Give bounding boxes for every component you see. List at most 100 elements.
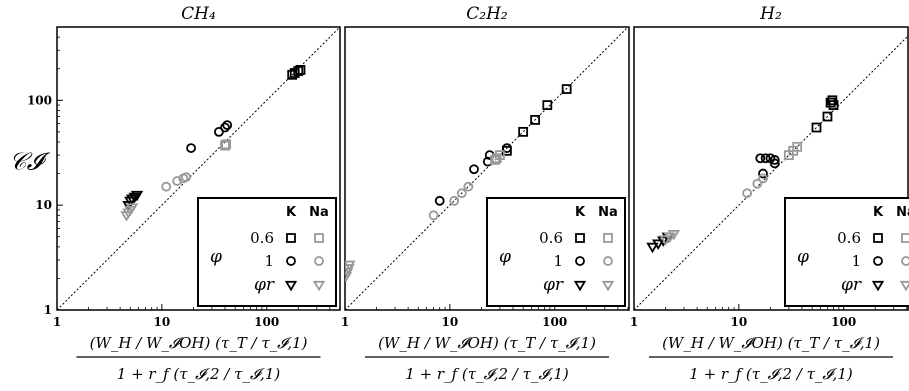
legend-col-na: Na — [598, 205, 618, 220]
data-point — [220, 122, 230, 133]
data-point — [530, 115, 540, 125]
data-point — [752, 178, 763, 189]
data-point — [222, 120, 233, 130]
panel-title: C₂H₂ — [466, 4, 508, 24]
panel-1: 1 10 100 1 10 100 CH₄ K Na φ 0.6 1 φr (W_H / W_𝓘OH) (… — [27, 4, 341, 383]
data-point — [161, 181, 172, 192]
data-point — [220, 140, 230, 151]
legend: K Na φ 0.6 1 φr — [784, 197, 909, 307]
data-point — [828, 100, 839, 110]
square-icon — [314, 233, 324, 243]
data-point — [659, 235, 672, 246]
legend-col-k: K — [873, 205, 884, 220]
square-icon — [286, 233, 296, 243]
reference-line — [345, 27, 629, 310]
data-point — [667, 229, 681, 241]
triangle-down-icon — [284, 280, 298, 292]
legend-row-label: 1 — [851, 252, 861, 270]
x-tick-label: 1 — [630, 315, 638, 329]
data-point — [502, 143, 512, 153]
y-tick-label: 100 — [27, 93, 52, 107]
circle-icon — [286, 256, 296, 266]
plot-frame — [344, 26, 630, 311]
legend-row-label: 1 — [264, 252, 274, 270]
x-axis-label-numerator: (W_H / W_𝓘OH) (τ_T / τ_𝓘,1) — [378, 334, 596, 352]
data-point — [769, 158, 780, 169]
reference-line — [57, 27, 340, 310]
legend-frame — [486, 197, 626, 307]
data-point — [792, 141, 803, 152]
x-axis-label-denominator: 1 + r_f (τ_𝓘,2 / τ_𝓘,1) — [117, 365, 281, 383]
x-tick-label: 10 — [731, 315, 748, 329]
legend-frame — [197, 197, 337, 307]
triangle-down-icon — [312, 280, 326, 292]
square-icon — [575, 233, 585, 243]
triangle-down-icon — [899, 280, 909, 292]
circle-icon — [314, 256, 324, 266]
x-axis-label-numerator: (W_H / W_𝓘OH) (τ_T / τ_𝓘,1) — [662, 334, 880, 352]
x-tick-label: 10 — [154, 315, 171, 329]
legend-col-na: Na — [896, 205, 909, 220]
data-point — [469, 164, 479, 175]
data-point — [449, 195, 460, 206]
plot-frame — [56, 26, 341, 311]
x-axis-label-denominator: 1 + r_f (τ_𝓘,2 / τ_𝓘,1) — [405, 365, 569, 383]
x-tick-label: 10 — [442, 315, 459, 329]
legend-frame — [784, 197, 909, 307]
data-point — [646, 242, 659, 254]
data-point — [760, 153, 771, 164]
legend-row-label: φr — [254, 275, 275, 295]
reference-line — [634, 35, 908, 310]
data-point — [295, 64, 306, 75]
circle-icon — [901, 256, 909, 266]
data-point — [345, 260, 356, 272]
legend-col-k: K — [575, 205, 586, 220]
circle-icon — [575, 256, 585, 266]
legend-col-na: Na — [309, 205, 329, 220]
circle-icon — [603, 256, 613, 266]
panel-title: H₂ — [759, 4, 782, 24]
x-tick-label: 100 — [542, 315, 567, 329]
legend: K Na φ 0.6 1 φr — [197, 197, 337, 307]
data-point — [125, 203, 139, 214]
legend-row-label: 0.6 — [837, 229, 861, 247]
data-point — [542, 100, 553, 110]
legend-row-label: 0.6 — [539, 229, 563, 247]
x-tick-label: 100 — [254, 315, 279, 329]
x-axis-label-numerator: (W_H / W_𝓘OH) (τ_T / τ_𝓘,1) — [90, 334, 308, 352]
triangle-down-icon — [573, 280, 587, 292]
x-tick-label: 100 — [831, 315, 856, 329]
data-point — [825, 97, 836, 108]
data-point — [130, 190, 144, 202]
data-point — [769, 155, 780, 165]
panel-2: 1 10 100 C₂H₂ K Na φ 0.6 1 φr (W_H / W_𝓘OH) (τ_T /… — [341, 4, 630, 383]
data-point — [434, 195, 445, 206]
square-icon — [603, 233, 613, 243]
data-point — [651, 239, 665, 250]
square-icon — [873, 233, 883, 243]
x-axis-label-denominator: 1 + r_f (τ_𝓘,2 / τ_𝓘,1) — [689, 365, 853, 383]
data-point — [181, 172, 191, 183]
data-point — [428, 210, 439, 221]
data-point — [221, 139, 232, 150]
data-point — [758, 168, 768, 179]
legend-phi-symbol: φ — [210, 247, 222, 267]
data-point — [293, 66, 304, 76]
data-point — [758, 173, 768, 184]
panel-title: CH₄ — [181, 4, 216, 24]
y-axis-label: 𝒞𝓘 — [9, 148, 50, 176]
data-point — [561, 84, 572, 94]
x-tick-label: 1 — [341, 315, 349, 329]
data-point — [755, 153, 766, 164]
data-point — [494, 150, 505, 161]
data-point — [822, 111, 833, 122]
y-tick-label: 1 — [44, 303, 52, 317]
y-tick-label: 10 — [35, 198, 52, 212]
data-point — [345, 264, 355, 275]
data-point — [128, 192, 141, 204]
data-point — [456, 188, 467, 199]
legend-row-label: φr — [543, 275, 564, 295]
circle-icon — [873, 256, 883, 266]
plot-frame — [633, 26, 909, 311]
